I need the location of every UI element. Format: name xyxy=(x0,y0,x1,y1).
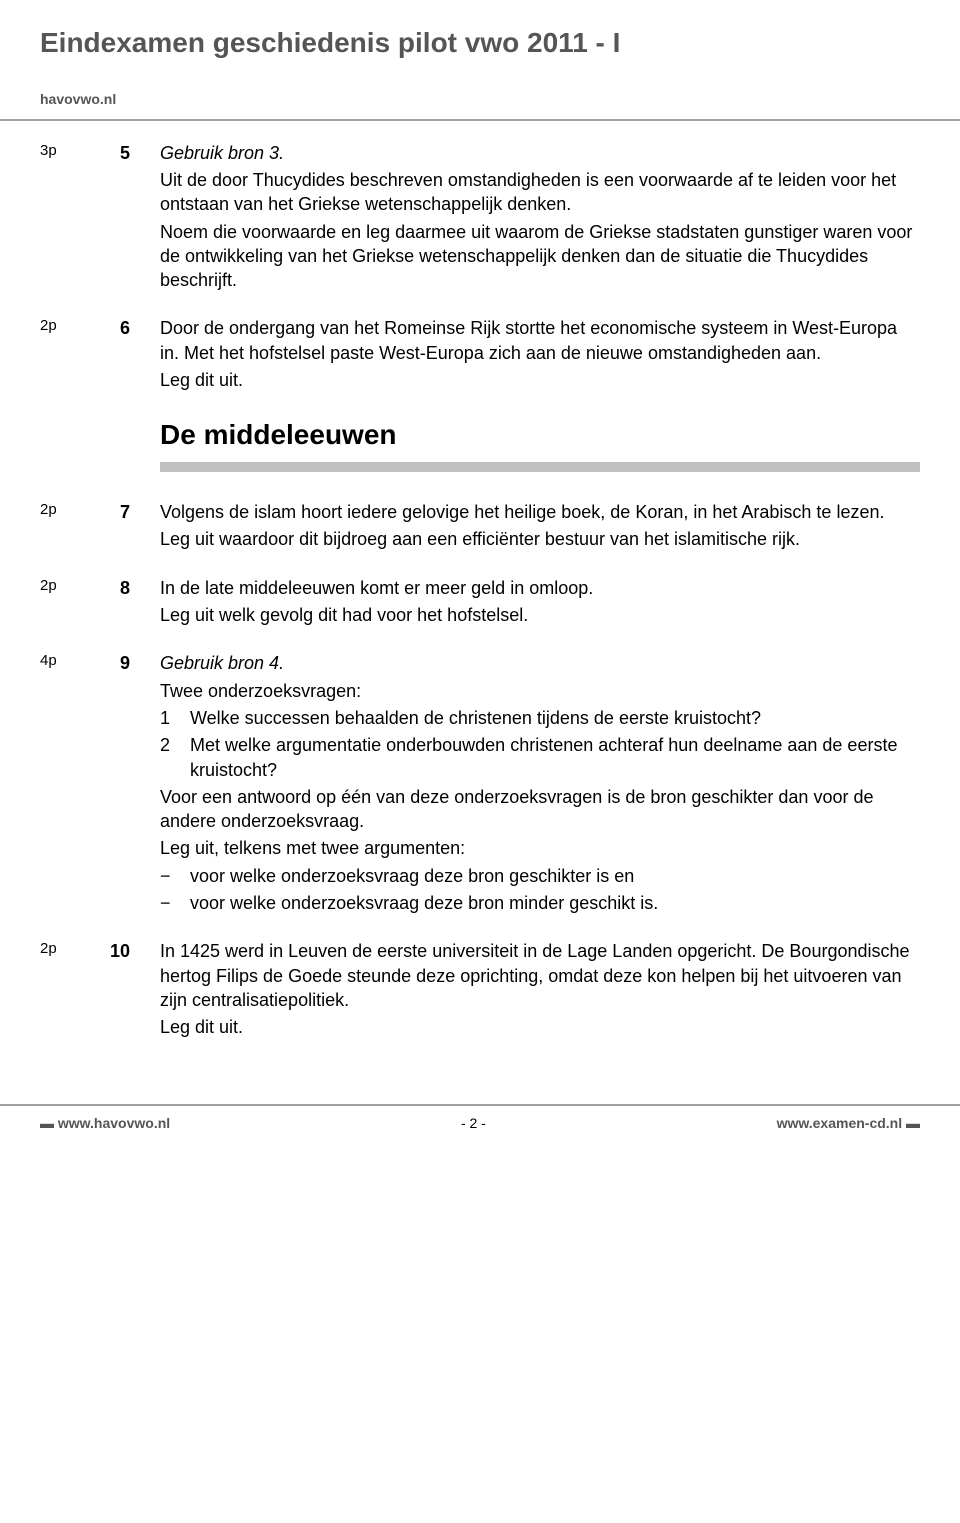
source-instruction: Gebruik bron 3. xyxy=(160,141,920,165)
question-para: Voor een antwoord op één van deze onderz… xyxy=(160,785,920,834)
question-number: 10 xyxy=(90,939,130,963)
question-10: 2p 10 In 1425 werd in Leuven de eerste u… xyxy=(40,939,920,1039)
question-9: 4p 9 Gebruik bron 4. Twee onderzoeksvrag… xyxy=(40,651,920,915)
footer-center: - 2 - xyxy=(461,1114,486,1133)
question-number: 9 xyxy=(90,651,130,675)
question-8: 2p 8 In de late middeleeuwen komt er mee… xyxy=(40,576,920,628)
item-number: 1 xyxy=(160,706,190,730)
points-label: 4p xyxy=(40,651,80,671)
points-label: 2p xyxy=(40,576,80,596)
question-number: 6 xyxy=(90,316,130,340)
dash-item: − voor welke onderzoeksvraag deze bron g… xyxy=(160,864,920,888)
points-label: 2p xyxy=(40,500,80,520)
arrow-icon: ▬ xyxy=(906,1114,920,1133)
exam-title: Eindexamen geschiedenis pilot vwo 2011 -… xyxy=(40,24,920,62)
section-title: De middeleeuwen xyxy=(160,416,920,454)
dash-marker: − xyxy=(160,864,190,888)
question-text: Volgens de islam hoort iedere gelovige h… xyxy=(160,500,920,552)
question-text: Door de ondergang van het Romeinse Rijk … xyxy=(160,316,920,392)
question-para: Door de ondergang van het Romeinse Rijk … xyxy=(160,316,920,365)
question-text: In de late middeleeuwen komt er meer gel… xyxy=(160,576,920,628)
footer-right: www.examen-cd.nl ▬ xyxy=(777,1114,920,1133)
question-7: 2p 7 Volgens de islam hoort iedere gelov… xyxy=(40,500,920,552)
question-para: Leg dit uit. xyxy=(160,1015,920,1039)
question-text: Gebruik bron 4. Twee onderzoeksvragen: 1… xyxy=(160,651,920,915)
item-text: Welke successen behaalden de christenen … xyxy=(190,706,920,730)
question-para: In de late middeleeuwen komt er meer gel… xyxy=(160,576,920,600)
item-number: 2 xyxy=(160,733,190,782)
question-5: 3p 5 Gebruik bron 3. Uit de door Thucydi… xyxy=(40,141,920,293)
question-para: Twee onderzoeksvragen: xyxy=(160,679,920,703)
page-footer: ▬ www.havovwo.nl - 2 - www.examen-cd.nl … xyxy=(0,1104,960,1141)
site-label: havovwo.nl xyxy=(40,90,920,109)
footer-left: ▬ www.havovwo.nl xyxy=(40,1114,170,1133)
question-text: Gebruik bron 3. Uit de door Thucydides b… xyxy=(160,141,920,293)
dash-text: voor welke onderzoeksvraag deze bron min… xyxy=(190,891,920,915)
source-instruction: Gebruik bron 4. xyxy=(160,651,920,675)
section-bar xyxy=(160,462,920,472)
question-para: Leg dit uit. xyxy=(160,368,920,392)
dash-text: voor welke onderzoeksvraag deze bron ges… xyxy=(190,864,920,888)
question-number: 8 xyxy=(90,576,130,600)
dash-marker: − xyxy=(160,891,190,915)
question-para: Leg uit waardoor dit bijdroeg aan een ef… xyxy=(160,527,920,551)
footer-left-text: www.havovwo.nl xyxy=(58,1115,170,1131)
points-label: 3p xyxy=(40,141,80,161)
arrow-icon: ▬ xyxy=(40,1114,54,1133)
footer-right-text: www.examen-cd.nl xyxy=(777,1115,903,1131)
research-question-2: 2 Met welke argumentatie onderbouwden ch… xyxy=(160,733,920,782)
page-header: Eindexamen geschiedenis pilot vwo 2011 -… xyxy=(0,0,960,121)
content-area: 3p 5 Gebruik bron 3. Uit de door Thucydi… xyxy=(0,121,960,1104)
research-question-1: 1 Welke successen behaalden de christene… xyxy=(160,706,920,730)
question-text: In 1425 werd in Leuven de eerste univers… xyxy=(160,939,920,1039)
question-6: 2p 6 Door de ondergang van het Romeinse … xyxy=(40,316,920,392)
dash-item: − voor welke onderzoeksvraag deze bron m… xyxy=(160,891,920,915)
points-label: 2p xyxy=(40,316,80,336)
question-para: Noem die voorwaarde en leg daarmee uit w… xyxy=(160,220,920,293)
question-para: In 1425 werd in Leuven de eerste univers… xyxy=(160,939,920,1012)
points-label: 2p xyxy=(40,939,80,959)
question-number: 5 xyxy=(90,141,130,165)
question-para: Volgens de islam hoort iedere gelovige h… xyxy=(160,500,920,524)
question-para: Uit de door Thucydides beschreven omstan… xyxy=(160,168,920,217)
question-para: Leg uit welk gevolg dit had voor het hof… xyxy=(160,603,920,627)
question-para: Leg uit, telkens met twee argumenten: xyxy=(160,836,920,860)
question-number: 7 xyxy=(90,500,130,524)
item-text: Met welke argumentatie onderbouwden chri… xyxy=(190,733,920,782)
